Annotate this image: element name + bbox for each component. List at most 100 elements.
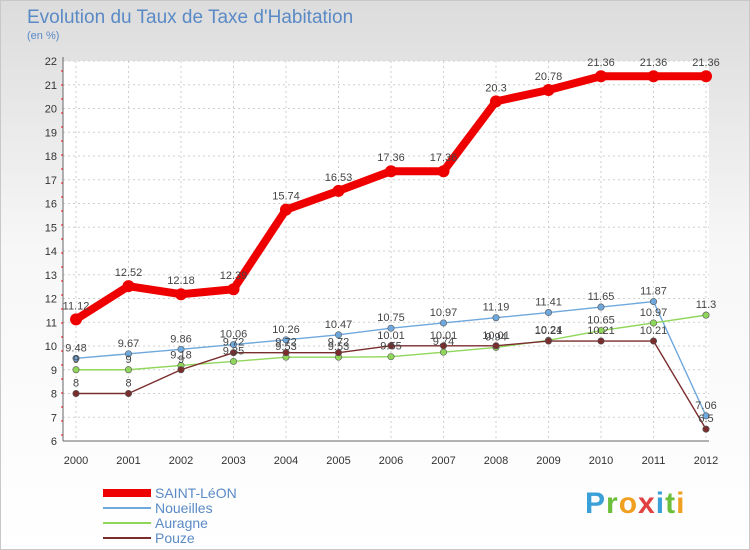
y-tick-label: 12 (45, 294, 57, 306)
data-point (125, 389, 133, 397)
data-label: 21.36 (640, 57, 668, 69)
data-label: 9.48 (65, 342, 86, 354)
data-label: 9 (125, 354, 131, 366)
data-point (647, 70, 660, 83)
data-point (387, 324, 395, 332)
data-label: 11.12 (63, 300, 90, 312)
data-point (597, 327, 605, 335)
data-label: 10.21 (535, 325, 563, 337)
data-point (385, 165, 397, 178)
data-point (177, 345, 185, 353)
data-label: 10.24 (535, 324, 563, 336)
data-label: 17.36 (377, 152, 405, 164)
data-label: 9.55 (380, 341, 401, 353)
chart-title: Evolution du Taux de Taxe d'Habitation (27, 7, 354, 28)
axis-dot (61, 266, 63, 268)
data-point (649, 337, 657, 345)
y-tick-label: 22 (45, 56, 57, 68)
x-tick-label: 2005 (326, 455, 350, 467)
data-point (230, 349, 238, 357)
data-point (175, 288, 187, 301)
data-point (702, 412, 710, 420)
data-label: 20.3 (485, 82, 506, 94)
legend-entry: SAINT-LéON (155, 485, 237, 501)
x-tick-label: 2004 (274, 455, 298, 467)
data-label: 8 (73, 378, 79, 390)
legend-entry: Auragne (155, 515, 208, 531)
data-label: 11.65 (588, 291, 615, 303)
data-label: 10.01 (377, 330, 405, 342)
data-label: 12.39 (220, 270, 248, 282)
axis-dot (61, 280, 63, 282)
data-point (387, 353, 395, 361)
data-label: 9.18 (170, 349, 191, 361)
axis-dot (61, 168, 63, 170)
data-point (597, 303, 605, 311)
data-label: 10.26 (272, 324, 300, 336)
data-label: 10.06 (220, 329, 248, 341)
data-point (492, 314, 500, 322)
legend-entry: Pouze (155, 530, 195, 546)
data-label: 11.41 (535, 297, 562, 309)
data-label: 9.72 (223, 337, 244, 349)
axis-dot (61, 406, 63, 408)
data-point (439, 342, 447, 350)
data-label: 9.53 (328, 341, 349, 353)
data-label: 10.21 (587, 325, 615, 337)
data-point (332, 184, 345, 197)
data-label: 16.53 (325, 172, 353, 184)
data-point (125, 366, 133, 374)
data-label: 9.35 (223, 345, 244, 357)
data-point (492, 342, 500, 350)
chart-subtitle: (en %) (27, 30, 60, 42)
series-layer (70, 70, 712, 433)
data-label: 8 (125, 378, 131, 390)
axis-dot (61, 308, 63, 310)
x-tick-label: 2012 (694, 455, 718, 467)
data-label: 9.94 (485, 331, 506, 343)
axis-dot (61, 378, 63, 380)
data-label: 9.67 (118, 338, 139, 350)
data-point (700, 70, 712, 83)
axis-dot (61, 182, 63, 184)
data-label: 10.21 (640, 325, 668, 337)
data-label: 11.87 (640, 286, 667, 298)
data-label-layer: 9.48 9.67 9.86 10.06 10.26 10.47 10.75 10.97 11.… (63, 57, 720, 425)
data-point (125, 350, 133, 358)
data-label: 10.47 (325, 319, 353, 331)
y-tick-label: 16 (45, 199, 57, 211)
data-point (597, 337, 605, 345)
data-point (70, 313, 82, 326)
axis-dot (61, 140, 63, 142)
data-point (334, 331, 342, 339)
data-point (280, 203, 292, 216)
data-label: 10.01 (430, 330, 458, 342)
axis-dot (61, 98, 63, 100)
y-tick-label: 14 (45, 246, 57, 258)
data-point (230, 357, 238, 365)
data-point (544, 309, 552, 317)
data-label: 10.97 (430, 307, 458, 319)
data-label: 17.36 (430, 152, 458, 164)
data-point (72, 389, 80, 397)
data-label: 11.3 (696, 299, 717, 311)
x-tick-label: 2009 (536, 455, 560, 467)
data-point (72, 366, 80, 374)
data-label: 10.75 (377, 312, 405, 324)
x-tick-label: 2006 (379, 455, 403, 467)
grid-layer (63, 60, 709, 442)
data-point (490, 95, 502, 108)
data-point (649, 319, 657, 327)
axis-dot (61, 196, 63, 198)
data-label: 7.06 (695, 400, 716, 412)
axis-dot (61, 224, 63, 226)
y-tick-label: 10 (45, 341, 57, 353)
axis-dot (61, 350, 63, 352)
y-tick-label: 8 (51, 389, 57, 401)
data-label: 9.74 (433, 336, 454, 348)
axis-dot (61, 154, 63, 156)
data-point (122, 280, 135, 293)
data-point (177, 366, 185, 374)
axis-layer: 6 7 8 9 10 11 12 13 14 15 16 17 18 19 20 21 22 2000 2001 20… (45, 56, 718, 467)
